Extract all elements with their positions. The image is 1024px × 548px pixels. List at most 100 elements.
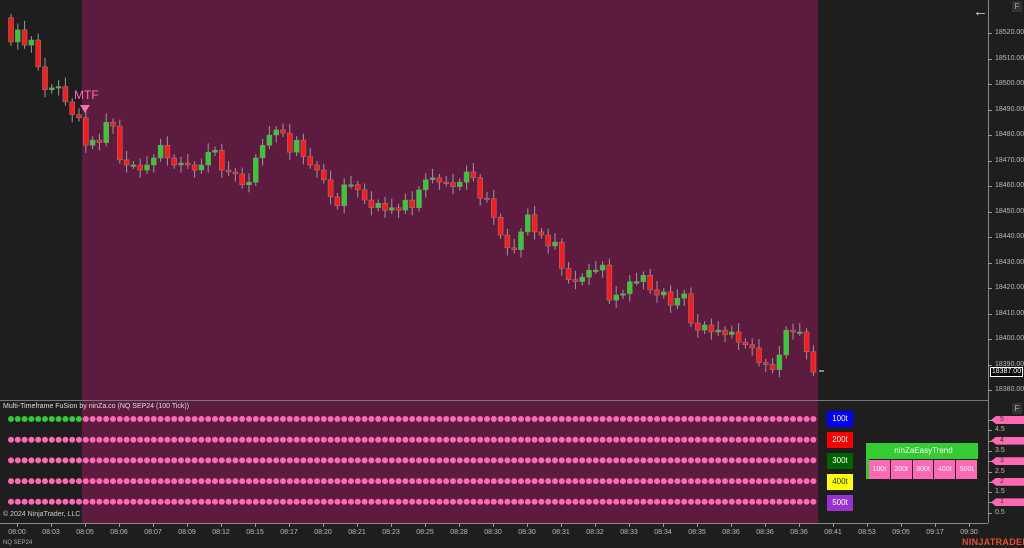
- signal-dot: [246, 436, 252, 443]
- signal-dot: [565, 457, 572, 464]
- signal-dot: [776, 498, 783, 505]
- signal-dot: [150, 498, 157, 505]
- signal-dot: [82, 498, 89, 505]
- signal-dot: [443, 457, 450, 464]
- signal-dot: [361, 478, 368, 485]
- signal-dot: [35, 478, 42, 485]
- back-arrow-icon[interactable]: ←: [973, 3, 988, 20]
- candle-up: [402, 199, 409, 211]
- signal-dot: [293, 436, 300, 443]
- panel-divider[interactable]: [0, 400, 988, 401]
- signal-dot: [239, 457, 246, 464]
- signal-dot: [246, 478, 252, 485]
- signal-dot: [490, 416, 497, 422]
- signal-dot: [150, 457, 157, 464]
- signal-dot: [178, 478, 184, 485]
- candle-down: [538, 231, 545, 236]
- signal-dot: [518, 478, 524, 485]
- candle-down: [708, 324, 715, 333]
- signal-dot: [198, 478, 205, 485]
- signal-dot: [450, 498, 456, 505]
- candle-down: [654, 289, 660, 296]
- signal-dot: [348, 416, 354, 422]
- time-label: 08:12: [212, 529, 230, 536]
- time-tick: [697, 523, 698, 527]
- signal-dot: [667, 436, 674, 443]
- signal-dot: [35, 457, 42, 464]
- candle-down: [191, 164, 198, 171]
- signal-dot: [572, 498, 579, 505]
- signal-dot: [674, 498, 681, 505]
- signal-dot: [776, 457, 783, 464]
- signal-dot: [749, 436, 756, 443]
- signal-dot: [606, 478, 613, 485]
- signal-dot: [545, 416, 552, 422]
- signal-dot: [552, 457, 558, 464]
- candle-up: [375, 202, 381, 208]
- time-label: 08:34: [654, 529, 672, 536]
- time-label: 08:41: [824, 529, 842, 536]
- candle-down: [171, 157, 177, 166]
- candle-down: [688, 293, 694, 324]
- easy-trend-cell: 200t: [890, 460, 912, 479]
- signal-dot: [654, 457, 660, 464]
- signal-dot: [205, 416, 212, 422]
- instrument-label: NQ SEP24: [3, 540, 33, 546]
- candle-down: [810, 351, 817, 373]
- signal-dot: [300, 457, 307, 464]
- indicator-tick: [988, 481, 992, 483]
- signal-dot: [450, 457, 456, 464]
- signal-dot: [198, 416, 205, 422]
- candle-down: [477, 177, 483, 199]
- signal-dot: [640, 457, 647, 464]
- signal-dot: [463, 436, 470, 443]
- signal-dot: [252, 457, 259, 464]
- time-label: 08:30: [484, 529, 502, 536]
- signal-dot: [69, 478, 76, 485]
- signal-dot: [327, 478, 334, 485]
- signal-dot: [620, 416, 626, 422]
- signal-dot: [388, 416, 395, 422]
- signal-dot: [497, 416, 504, 422]
- price-tick: [988, 135, 992, 136]
- signal-dot: [654, 436, 660, 443]
- candle-up: [633, 281, 640, 284]
- signal-dot: [701, 416, 708, 422]
- signal-dot: [586, 457, 592, 464]
- time-tick: [255, 523, 256, 527]
- signal-dot: [354, 416, 361, 422]
- candle-down: [511, 247, 517, 250]
- signal-dot: [613, 498, 620, 505]
- price-tick: [988, 364, 992, 366]
- signal-dot: [715, 457, 722, 464]
- candle-up: [28, 39, 35, 46]
- signal-dot: [320, 478, 327, 485]
- candlestick-chart[interactable]: [0, 0, 988, 400]
- signal-dot: [103, 436, 110, 443]
- time-tick: [425, 523, 426, 527]
- signal-dot: [225, 416, 232, 422]
- candle-down: [763, 362, 769, 365]
- signal-dot: [273, 436, 280, 443]
- signal-dot: [225, 478, 232, 485]
- signal-dot: [232, 436, 239, 443]
- signal-dot: [198, 436, 205, 443]
- signal-dot: [735, 436, 742, 443]
- fit-button-price[interactable]: F: [1012, 1, 1022, 12]
- signal-dot: [484, 498, 490, 505]
- signal-dot: [62, 457, 69, 464]
- signal-dot: [21, 416, 28, 422]
- signal-dot: [708, 416, 715, 422]
- signal-dot: [150, 478, 157, 485]
- fit-button-indicator[interactable]: F: [1012, 403, 1022, 414]
- signal-dot: [55, 457, 62, 464]
- signal-dot: [116, 457, 123, 464]
- candle-up: [674, 297, 681, 306]
- price-tick: [988, 313, 992, 315]
- signal-dot: [422, 416, 429, 422]
- signal-dot: [660, 436, 667, 443]
- signal-dot: [654, 478, 660, 485]
- signal-dot: [592, 416, 599, 422]
- time-tick: [595, 523, 596, 527]
- indicator-label: 2.5: [995, 467, 1005, 475]
